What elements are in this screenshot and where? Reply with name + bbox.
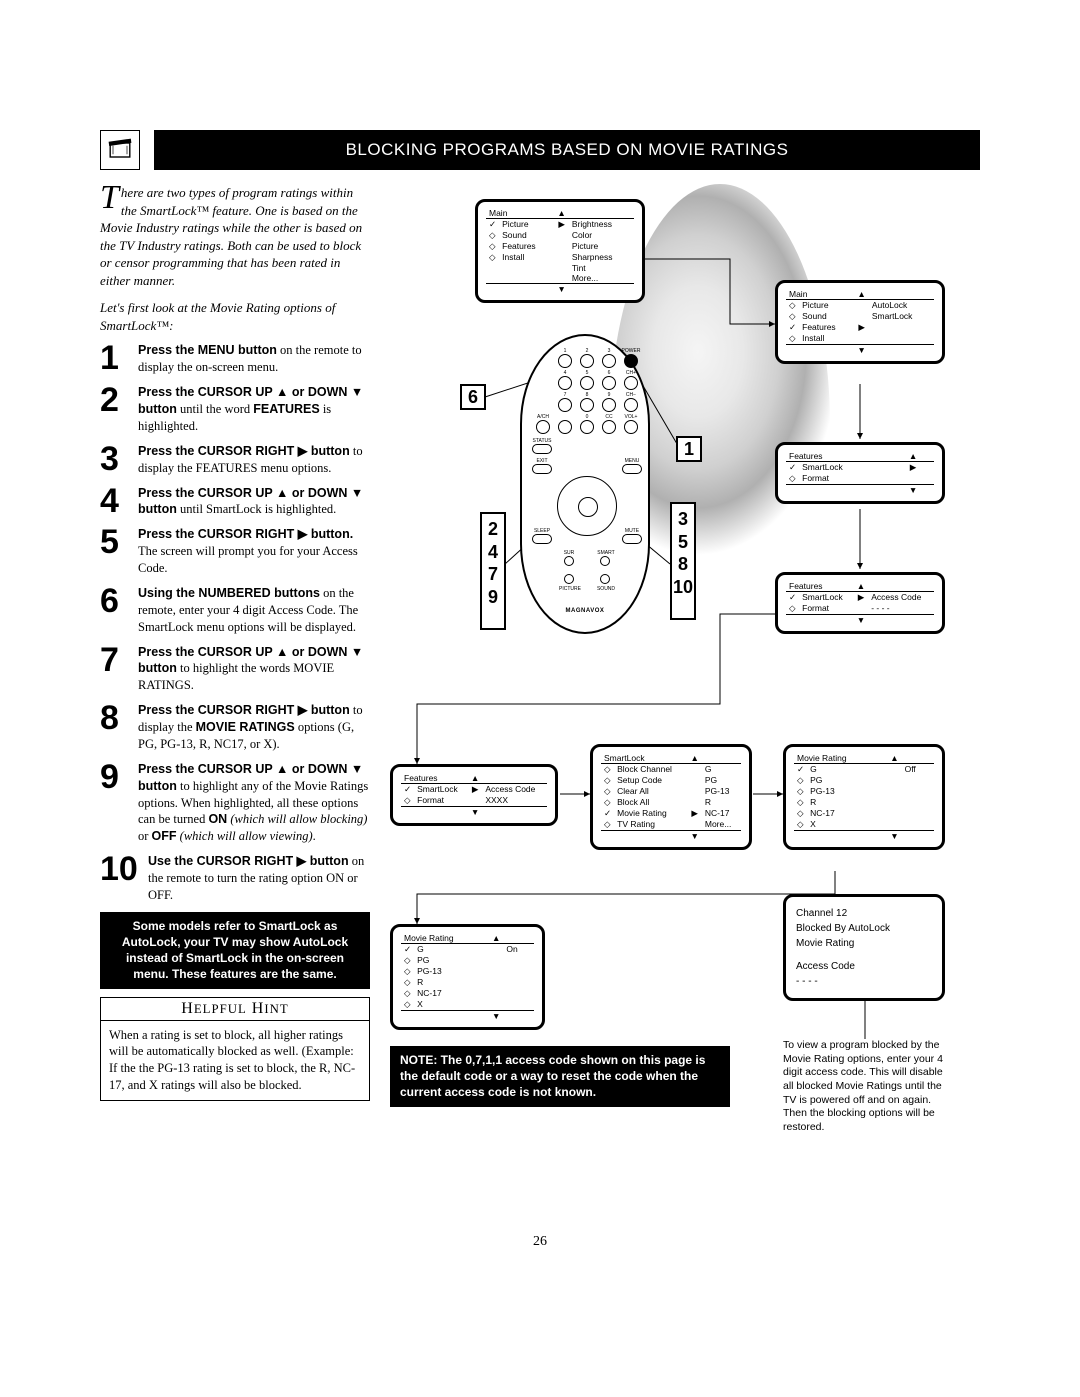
unlock-paragraph: To view a program blocked by the Movie R… <box>783 1039 948 1134</box>
step-number: 5 <box>100 526 138 577</box>
remote-brand: MAGNAVOX <box>522 608 648 614</box>
movie-icon <box>106 136 134 164</box>
callout-col-left: 2 4 7 9 <box>480 512 506 630</box>
remote-btn-power[interactable] <box>624 354 638 368</box>
page-title: BLOCKING PROGRAMS BASED ON MOVIE RATINGS <box>154 130 980 170</box>
callout-col-right: 3 5 8 10 <box>670 502 696 620</box>
remote-btn-4[interactable] <box>558 376 572 390</box>
step-body: Press the CURSOR RIGHT ▶ button to displ… <box>138 702 370 753</box>
step-body: Press the CURSOR UP ▲ or DOWN ▼ button t… <box>138 761 370 845</box>
step: 3Press the CURSOR RIGHT ▶ button to disp… <box>100 443 370 477</box>
remote-btn-chup[interactable] <box>624 376 638 390</box>
step-number: 7 <box>100 644 138 695</box>
remote-btn-picture[interactable] <box>564 574 574 584</box>
blocked-line5: - - - - <box>796 975 932 988</box>
remote-btn-3[interactable] <box>602 354 616 368</box>
remote-btn-5[interactable] <box>580 376 594 390</box>
remote-btn-ach[interactable] <box>536 420 550 434</box>
menu-main-picture: Main▲✓Picture▶Brightness◇SoundColor◇Feat… <box>475 199 645 303</box>
smartlock-note: Some models refer to SmartLock as AutoLo… <box>100 912 370 989</box>
step-body: Press the CURSOR RIGHT ▶ button to displ… <box>138 443 370 477</box>
remote-btn-mute[interactable] <box>622 534 642 544</box>
remote-btn-7[interactable] <box>558 398 572 412</box>
page-icon <box>100 130 140 170</box>
menu-features-smartlock: Features▲✓SmartLock▶◇Format▼ <box>775 442 945 504</box>
menu-main-features: Main▲◇PictureAutoLock◇SoundSmartLock✓Fea… <box>775 280 945 364</box>
hint-body: When a rating is set to block, all highe… <box>100 1021 370 1102</box>
menu-movie-rating-off: Movie Rating▲✓GOff◇PG◇PG-13◇R◇NC-17◇X▼ <box>783 744 945 850</box>
hint-header: HELPFUL HINT <box>100 997 370 1021</box>
step-number: 2 <box>100 384 138 435</box>
blocked-line4: Access Code <box>796 960 932 973</box>
step-number: 6 <box>100 585 138 636</box>
right-column: Main▲✓Picture▶Brightness◇SoundColor◇Feat… <box>390 184 980 1204</box>
step-number: 4 <box>100 485 138 519</box>
step-number: 3 <box>100 443 138 477</box>
remote-btn-vold[interactable] <box>558 420 572 434</box>
remote-control: 1 2 3 POWER 4 5 6 CH+ 7 <box>520 334 650 634</box>
step-body: Press the CURSOR RIGHT ▶ button. The scr… <box>138 526 370 577</box>
remote-btn-menu[interactable] <box>622 464 642 474</box>
hint-header-text: HELPFUL HINT <box>181 1000 288 1017</box>
title-row: BLOCKING PROGRAMS BASED ON MOVIE RATINGS <box>100 130 980 170</box>
remote-btn-sound[interactable] <box>600 574 610 584</box>
remote-dpad[interactable] <box>557 476 617 536</box>
remote-btn-volup[interactable] <box>624 420 638 434</box>
page-number: 26 <box>100 1234 980 1250</box>
remote-btn-exit[interactable] <box>532 464 552 474</box>
step: 4Press the CURSOR UP ▲ or DOWN ▼ button … <box>100 485 370 519</box>
step: 7Press the CURSOR UP ▲ or DOWN ▼ button … <box>100 644 370 695</box>
step-number: 10 <box>100 853 148 904</box>
step: 8Press the CURSOR RIGHT ▶ button to disp… <box>100 702 370 753</box>
menu-features-accesscode-filled: Features▲✓SmartLock▶Access Code◇FormatXX… <box>390 764 558 826</box>
step-body: Using the NUMBERED buttons on the remote… <box>138 585 370 636</box>
step: 2Press the CURSOR UP ▲ or DOWN ▼ button … <box>100 384 370 435</box>
diagram-area: Main▲✓Picture▶Brightness◇SoundColor◇Feat… <box>390 184 950 1204</box>
remote-dpad-center[interactable] <box>578 497 598 517</box>
remote-btn-cc[interactable] <box>602 420 616 434</box>
step: 9Press the CURSOR UP ▲ or DOWN ▼ button … <box>100 761 370 845</box>
dropcap: T <box>100 184 121 212</box>
remote-btn-chdn[interactable] <box>624 398 638 412</box>
remote-btn-2[interactable] <box>580 354 594 368</box>
step-body: Use the CURSOR RIGHT ▶ button on the rem… <box>148 853 370 904</box>
step-body: Press the CURSOR UP ▲ or DOWN ▼ button u… <box>138 384 370 435</box>
menu-movie-rating-on: Movie Rating▲✓GOn◇PG◇PG-13◇R◇NC-17◇X▼ <box>390 924 545 1030</box>
menu-features-accesscode: Features▲✓SmartLock▶Access Code◇Format- … <box>775 572 945 634</box>
step-number: 1 <box>100 342 138 376</box>
step: 5Press the CURSOR RIGHT ▶ button. The sc… <box>100 526 370 577</box>
remote-btn-sleep[interactable] <box>532 534 552 544</box>
remote-btn-9[interactable] <box>602 398 616 412</box>
remote-btn-8[interactable] <box>580 398 594 412</box>
remote-btn-status[interactable] <box>532 444 552 454</box>
remote-btn-smart[interactable] <box>600 556 610 566</box>
steps-list: 1Press the MENU button on the remote to … <box>100 342 370 903</box>
step-body: Press the CURSOR UP ▲ or DOWN ▼ button t… <box>138 644 370 695</box>
callout-6: 6 <box>460 384 486 410</box>
blocked-line1: Channel 12 <box>796 907 932 920</box>
remote-btn-0[interactable] <box>580 420 594 434</box>
intro-text: here are two types of program ratings wi… <box>100 185 362 288</box>
blocked-line3: Movie Rating <box>796 937 932 950</box>
callout-1: 1 <box>676 436 702 462</box>
step-body: Press the MENU button on the remote to d… <box>138 342 370 376</box>
step: 10Use the CURSOR RIGHT ▶ button on the r… <box>100 853 370 904</box>
menu-smartlock: SmartLock▲◇Block ChannelG◇Setup CodePG◇C… <box>590 744 752 850</box>
access-code-note: NOTE: The 0,7,1,1 access code shown on t… <box>390 1046 730 1107</box>
title-text: BLOCKING PROGRAMS BASED ON MOVIE RATINGS <box>346 140 789 160</box>
blocked-info-box: Channel 12 Blocked By AutoLock Movie Rat… <box>783 894 945 1001</box>
step-body: Press the CURSOR UP ▲ or DOWN ▼ button u… <box>138 485 370 519</box>
left-column: T here are two types of program ratings … <box>100 184 370 1204</box>
step: 1Press the MENU button on the remote to … <box>100 342 370 376</box>
step-number: 9 <box>100 761 138 845</box>
remote-btn-6[interactable] <box>602 376 616 390</box>
intro-paragraph: T here are two types of program ratings … <box>100 184 370 289</box>
step-number: 8 <box>100 702 138 753</box>
remote-btn-sur[interactable] <box>564 556 574 566</box>
step: 6Using the NUMBERED buttons on the remot… <box>100 585 370 636</box>
sub-intro: Let's first look at the Movie Rating opt… <box>100 299 370 334</box>
remote-btn-1[interactable] <box>558 354 572 368</box>
blocked-line2: Blocked By AutoLock <box>796 922 932 935</box>
